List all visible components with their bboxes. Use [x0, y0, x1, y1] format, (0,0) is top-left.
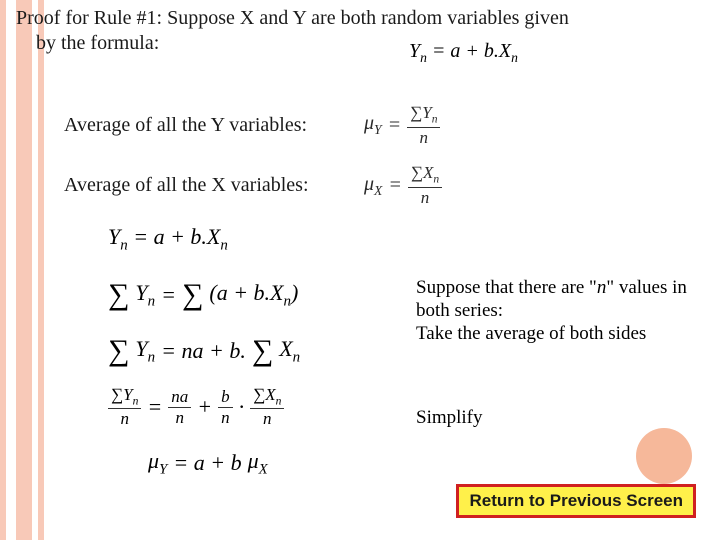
slide-content: Proof for Rule #1: Suppose X and Y are b…: [14, 6, 716, 207]
side-notes: Suppose that there are "n" values in bot…: [416, 276, 696, 429]
intro-text: Proof for Rule #1: Suppose X and Y are b…: [14, 6, 716, 56]
deriv-line-5: μY = a + b μX: [148, 442, 300, 484]
avg-x-row: Average of all the X variables: μX = ∑Xn…: [14, 164, 716, 206]
avg-y-label: Average of all the Y variables:: [14, 114, 364, 137]
decorative-circle: [636, 428, 692, 484]
avg-x-equation: μX = ∑Xn n: [364, 164, 442, 206]
deriv-line-3: ∑Yn = na + b. ∑Xn: [108, 330, 300, 372]
deriv-line-2: ∑Yn = ∑(a + b.Xn): [108, 274, 300, 316]
deriv-line-4: ∑Yn n = nan + bn · ∑Xn n: [108, 386, 300, 428]
intro-line1: Proof for Rule #1: Suppose X and Y are b…: [16, 7, 569, 29]
return-button[interactable]: Return to Previous Screen: [456, 484, 696, 518]
avg-y-row: Average of all the Y variables: μY = ∑Yn…: [14, 104, 716, 146]
formula-definition: Yn = a + b.Xn: [409, 40, 518, 66]
note-block-2: Simplify: [416, 406, 696, 429]
derivation-steps: Yn = a + b.Xn ∑Yn = ∑(a + b.Xn) ∑Yn = na…: [108, 218, 300, 484]
note-block-1: Suppose that there are "n" values in bot…: [416, 276, 696, 346]
return-button-label: Return to Previous Screen: [469, 491, 683, 510]
deriv-line-1: Yn = a + b.Xn: [108, 218, 300, 260]
avg-y-equation: μY = ∑Yn n: [364, 104, 440, 146]
avg-x-label: Average of all the X variables:: [14, 174, 364, 197]
intro-line2: by the formula:: [16, 31, 716, 56]
